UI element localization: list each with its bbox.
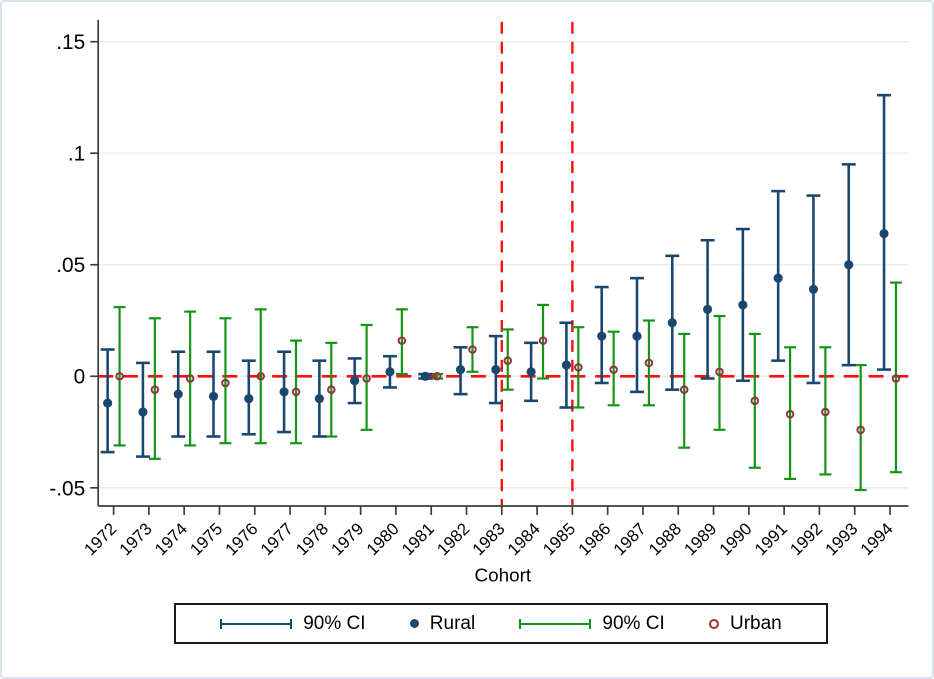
rural-point-1991	[773, 273, 783, 283]
urban-point-1989	[715, 367, 724, 377]
axes	[97, 19, 909, 507]
x-tick-label: 1983	[469, 519, 509, 559]
navy-ci-line-icon	[220, 618, 293, 630]
urban-point-1975	[221, 378, 230, 388]
rural-point-1972	[103, 398, 113, 408]
urban-point-1981	[432, 372, 442, 381]
green-ci-line-icon	[519, 618, 592, 630]
urban-point-1987	[644, 358, 654, 368]
point-markers	[103, 228, 901, 435]
urban-point-1990	[750, 396, 760, 406]
urban-point-1986	[609, 365, 618, 374]
rural-point-1992	[808, 284, 819, 294]
urban-point-1979	[362, 374, 371, 383]
x-tick-label: 1987	[610, 519, 650, 559]
x-tick-label: 1982	[433, 519, 473, 559]
urban-point-1992	[821, 407, 830, 417]
rural-point-1976	[244, 394, 254, 404]
x-tick-label: 1974	[151, 519, 191, 559]
x-tick-label: 1990	[716, 519, 756, 559]
rural-point-1975	[208, 391, 219, 401]
urban-point-1988	[679, 385, 689, 394]
rural-point-1985	[561, 360, 571, 370]
x-tick-label: 1981	[398, 519, 438, 559]
y-tick-label: -.05	[49, 477, 85, 500]
urban-point-1982	[468, 345, 477, 354]
urban-point-1978	[327, 385, 336, 394]
x-tick-label: 1991	[751, 519, 791, 559]
y-tick-label: .15	[56, 31, 85, 54]
urban-point-1985	[574, 363, 583, 372]
x-axis-title: Cohort	[474, 566, 531, 587]
urban-point-1976	[256, 372, 265, 381]
legend-label: 90% CI	[303, 612, 366, 634]
rural-point-1989	[703, 304, 713, 314]
rural-point-1973	[138, 407, 148, 417]
navy-filled-dot-icon	[409, 619, 419, 628]
urban-point-1974	[185, 374, 195, 383]
x-tick-label: 1973	[116, 519, 156, 559]
rural-point-1981	[420, 371, 430, 381]
rural-point-1979	[350, 376, 360, 386]
x-tick-label: 1986	[574, 519, 614, 559]
y-tick-label: 0	[74, 366, 86, 389]
rural-point-1984	[526, 367, 536, 377]
x-tick-label: 1976	[222, 519, 262, 559]
x-tick-label: 1985	[539, 519, 579, 559]
legend-box: 90% CI Rural 90% CI Urban	[174, 603, 828, 644]
x-tick-label: 1984	[504, 519, 544, 559]
legend-label: 90% CI	[602, 612, 665, 634]
x-tick-label: 1978	[292, 519, 332, 559]
reference-lines	[98, 21, 909, 506]
legend-item-rural-ci: 90% CI	[220, 612, 366, 635]
rural-point-1980	[385, 367, 395, 377]
urban-point-1972	[115, 372, 124, 381]
rural-point-1978	[314, 394, 324, 404]
gridlines	[98, 40, 909, 489]
urban-point-1980	[397, 336, 407, 345]
urban-point-1977	[291, 387, 301, 397]
rural-point-1983	[491, 365, 501, 375]
x-tick-label: 1992	[786, 519, 826, 559]
urban-point-1994	[891, 374, 901, 383]
rural-point-1988	[667, 318, 677, 328]
rural-point-1974	[173, 389, 183, 399]
rural-point-1986	[597, 331, 607, 341]
x-tick-label: 1993	[822, 519, 862, 559]
legend-label: Rural	[429, 612, 476, 634]
urban-ci-series	[113, 281, 902, 492]
y-tick-label: .05	[56, 254, 85, 277]
urban-point-1984	[538, 336, 548, 345]
rural-point-1977	[279, 387, 289, 397]
rural-point-1982	[455, 365, 466, 375]
x-tick-label: 1975	[186, 519, 226, 559]
legend-item-rural: Rural	[409, 612, 476, 635]
rural-point-1990	[738, 300, 748, 310]
x-tick-label: 1972	[80, 519, 120, 559]
urban-point-1983	[503, 356, 513, 365]
legend-item-urban-ci: 90% CI	[519, 612, 665, 635]
legend-item-urban: Urban	[708, 612, 782, 635]
x-tick-label: 1977	[257, 519, 297, 559]
urban-point-1993	[856, 425, 865, 435]
x-tick-label: 1989	[680, 519, 720, 559]
x-tick-label: 1988	[645, 519, 685, 559]
urban-point-1973	[150, 385, 160, 394]
x-tick-label: 1979	[327, 519, 367, 559]
rural-point-1987	[632, 331, 642, 341]
rural-point-1994	[879, 228, 889, 239]
x-tick-label: 1994	[857, 519, 897, 559]
tick-marks-and-labels: -.050.05.1.15197219731974197519761977197…	[49, 31, 896, 559]
x-tick-label: 1980	[363, 519, 403, 559]
rural-point-1993	[844, 260, 854, 270]
y-tick-label: .1	[68, 143, 85, 166]
legend-label: Urban	[729, 612, 782, 634]
urban-point-1991	[785, 409, 795, 419]
rural-ci-series	[100, 93, 891, 458]
maroon-hollow-dot-icon	[708, 618, 719, 629]
